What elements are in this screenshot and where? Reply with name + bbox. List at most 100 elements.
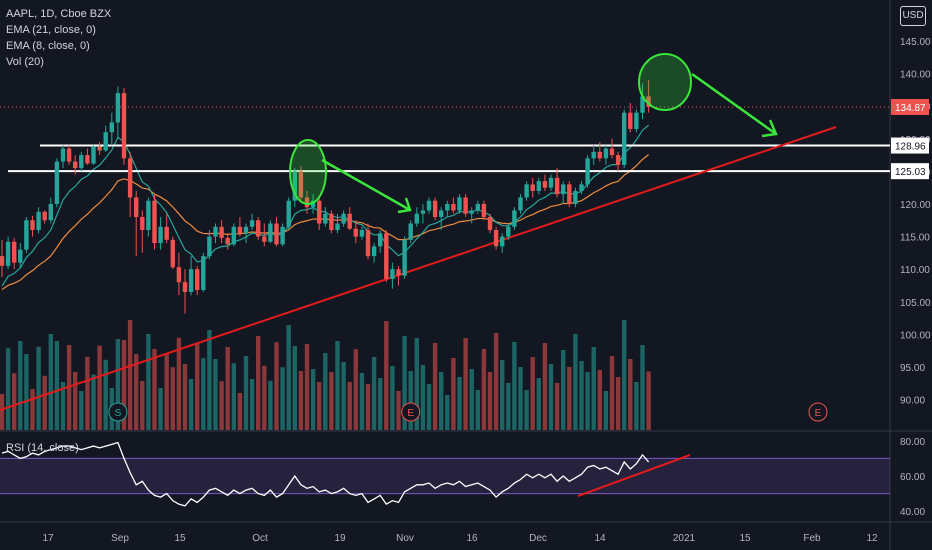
volume-bar: [323, 353, 328, 430]
candle-body: [371, 246, 377, 257]
currency-button[interactable]: USD: [900, 6, 926, 26]
y-tick-label: 110.00: [900, 265, 930, 276]
volume-bar: [439, 372, 444, 430]
rsi-legend-label[interactable]: RSI (14, close): [6, 442, 79, 454]
candle-body: [500, 236, 505, 247]
candle-body: [66, 148, 72, 162]
y-tick-label: 115.00: [900, 233, 930, 244]
candle-body: [634, 112, 639, 129]
candle-body: [121, 93, 127, 159]
candle-body: [439, 210, 444, 217]
volume-bar: [628, 359, 633, 430]
volume-bar: [207, 330, 212, 430]
volume-bar: [378, 378, 383, 430]
rsi-band: [0, 458, 890, 494]
current-price-label: 134.87: [895, 103, 926, 114]
volume-bar: [615, 377, 621, 430]
volume-bar: [146, 334, 151, 430]
volume-bar: [603, 391, 609, 430]
candle-body: [170, 239, 175, 268]
candle-body: [323, 213, 328, 224]
volume-bar: [457, 377, 462, 430]
candle-body: [359, 230, 365, 237]
x-tick-label: 2021: [673, 533, 696, 544]
candle-body: [292, 171, 297, 201]
volume-bar: [140, 381, 145, 430]
volume-bar: [487, 372, 493, 430]
projection-arrow: [321, 158, 411, 212]
volume-bar: [170, 367, 175, 430]
candle-body: [561, 184, 566, 195]
candle-body: [640, 96, 645, 113]
volume-bar: [310, 369, 316, 430]
volume-bar: [97, 345, 102, 430]
candle-body: [249, 220, 255, 227]
symbol-label[interactable]: AAPL, 1D, Cboe BZX: [6, 8, 112, 20]
volume-bar: [225, 347, 230, 430]
volume-bar: [219, 381, 224, 430]
y-tick-label: 140.00: [900, 70, 931, 81]
volume-bar: [48, 334, 53, 430]
level-label: 128.96: [895, 142, 926, 153]
x-tick-label: 17: [42, 533, 54, 544]
candle-body: [420, 210, 426, 214]
candle-body: [103, 132, 108, 151]
candle-body: [18, 249, 23, 263]
ema8-label[interactable]: EMA (8, close, 0): [6, 40, 90, 52]
candle-body: [457, 197, 462, 211]
candle-body: [469, 210, 474, 214]
candle-body: [310, 200, 316, 208]
candle-body: [378, 233, 383, 247]
candle-body: [36, 211, 41, 231]
volume-bar: [634, 382, 639, 430]
volume-bar: [201, 358, 206, 430]
volume-bar: [79, 391, 84, 430]
candle-body: [432, 200, 438, 217]
volume-bar: [188, 379, 194, 430]
y-tick-label: 100.00: [900, 330, 931, 341]
x-tick-label: 19: [334, 533, 346, 544]
volume-bar: [121, 340, 127, 430]
candle-body: [231, 226, 236, 245]
volume-bar: [176, 337, 182, 430]
x-tick-label: 15: [739, 533, 751, 544]
candle-body: [548, 177, 554, 188]
volume-bar: [30, 389, 35, 430]
candle-body: [127, 158, 133, 198]
rsi-line: [1, 441, 650, 507]
candle-body: [426, 200, 432, 211]
candle-body: [475, 203, 480, 211]
candle-body: [554, 177, 560, 195]
chart-legend: AAPL, 1D, Cboe BZX EMA (21, close, 0) EM…: [6, 6, 111, 70]
volume-bar: [469, 369, 474, 430]
volume-bar: [262, 365, 267, 430]
candle-body: [615, 155, 621, 165]
candle-body: [30, 220, 35, 231]
current-price-box: [891, 99, 929, 116]
candle-body: [54, 161, 60, 204]
volume-bar: [329, 372, 334, 430]
volume-bar: [91, 374, 96, 430]
candle-body: [158, 226, 163, 244]
candle-body: [445, 203, 450, 211]
volume-bar: [18, 341, 23, 430]
candle-body: [12, 241, 17, 263]
volume-bar: [585, 372, 590, 430]
event-marker-label: S: [115, 408, 122, 419]
candle-body: [182, 282, 188, 292]
volume-bar: [5, 348, 11, 430]
candle-body: [298, 171, 304, 198]
volume-bar: [371, 357, 377, 430]
volume-bar: [36, 346, 41, 430]
volume-bar: [115, 339, 121, 430]
x-tick-label: 12: [866, 533, 878, 544]
volume-bar: [268, 380, 273, 430]
volume-bar: [292, 346, 297, 430]
vol-label[interactable]: Vol (20): [6, 56, 44, 68]
volume-bar: [304, 344, 310, 430]
volume-bar: [249, 379, 255, 430]
ema21-label[interactable]: EMA (21, close, 0): [6, 24, 96, 36]
rsi-tick-label: 80.00: [900, 437, 925, 448]
candle-body: [408, 223, 413, 240]
